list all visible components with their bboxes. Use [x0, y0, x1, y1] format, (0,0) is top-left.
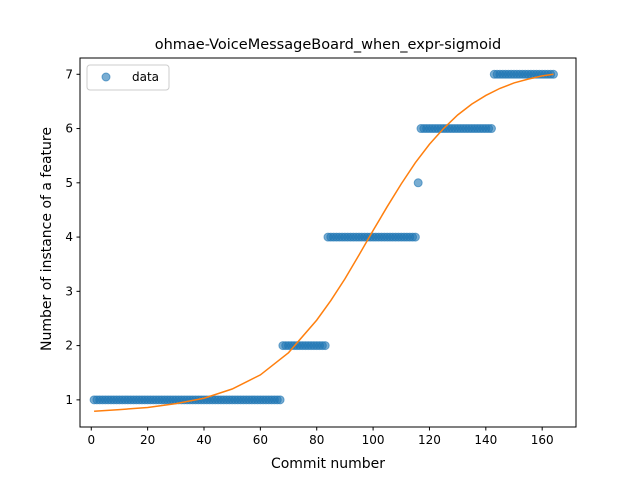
y-tick-label: 6: [65, 122, 73, 136]
legend-box: [86, 64, 170, 91]
x-tick-label: 60: [253, 433, 268, 447]
x-tick-label: 40: [196, 433, 211, 447]
sigmoid-fit-line: [94, 73, 554, 413]
data-point: [486, 124, 496, 134]
x-axis-label: Commit number: [271, 456, 385, 472]
chart-title: ohmae-VoiceMessageBoard_when_expr-sigmoi…: [155, 37, 502, 53]
y-tick-label: 3: [65, 284, 73, 298]
y-tick-label: 5: [65, 176, 73, 190]
legend-label: data: [132, 70, 159, 84]
x-axis: 0 20 40 60 80 100 120 140 160: [87, 427, 554, 447]
x-tick-label: 140: [474, 433, 497, 447]
plot-area: [79, 57, 577, 428]
y-tick-label: 1: [65, 393, 73, 407]
x-tick-label: 0: [87, 433, 95, 447]
y-axis-label: Number of instance of a feature: [39, 127, 55, 351]
x-tick-label: 100: [362, 433, 385, 447]
legend-marker: [101, 72, 111, 82]
y-tick-label: 2: [65, 339, 73, 353]
legend: data: [86, 64, 170, 91]
x-tick-label: 20: [140, 433, 155, 447]
data-point: [320, 341, 330, 351]
y-tick-label: 4: [65, 230, 73, 244]
y-tick-label: 7: [65, 67, 73, 81]
y-axis: 1 2 3 4 5 6 7: [65, 67, 80, 407]
data-point: [410, 232, 420, 242]
x-tick-label: 160: [531, 433, 554, 447]
data-point: [413, 178, 423, 188]
plot-frame: [79, 57, 577, 428]
data-point: [275, 395, 285, 405]
x-tick-label: 80: [309, 433, 324, 447]
x-tick-label: 120: [418, 433, 441, 447]
